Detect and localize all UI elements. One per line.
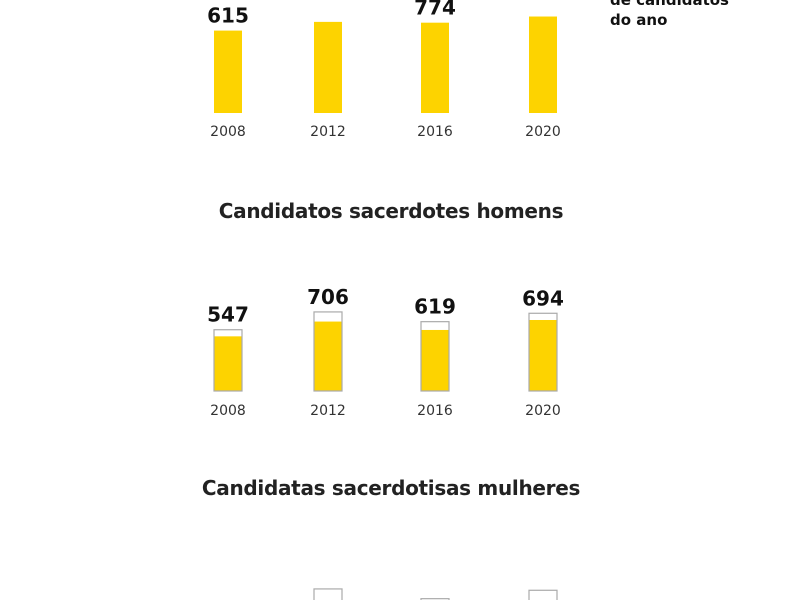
bar-outline-2012: [313, 311, 343, 392]
year-label-2016: 2016: [417, 124, 453, 140]
bar-outline-2020: [528, 589, 558, 600]
bar-outline-2020: [528, 312, 558, 392]
chart-title-women: Candidatas sacerdotisas mulheres: [201, 476, 581, 500]
year-label-2008: 2008: [210, 124, 246, 140]
year-label-2020: 2020: [525, 124, 561, 140]
value-label-2012: 706: [307, 285, 349, 309]
chart-title-men: Candidatos sacerdotes homens: [218, 199, 564, 223]
bar-2016: [421, 22, 449, 114]
value-label-2016: 619: [414, 295, 456, 319]
legend-line-2: do ano: [610, 11, 668, 29]
bar-2012: [314, 21, 342, 114]
year-label-2012: 2012: [310, 403, 346, 419]
bar-outline-2008: [213, 329, 243, 392]
value-label-2016: 774: [414, 0, 456, 20]
legend-line-1: de candidatos: [610, 0, 729, 9]
year-label-2016: 2016: [417, 403, 453, 419]
year-label-2008: 2008: [210, 403, 246, 419]
bar-fill-2020: [529, 319, 557, 391]
value-label-2008: 615: [207, 4, 249, 28]
bar-outline-2012: [313, 588, 343, 600]
year-label-2020: 2020: [525, 403, 561, 419]
bar-outline-2016: [420, 321, 450, 392]
year-label-2012: 2012: [310, 124, 346, 140]
legend-text: de candidatos do ano: [610, 0, 729, 30]
bar-fill-2008: [214, 336, 242, 391]
value-label-2008: 547: [207, 303, 249, 327]
bar-2008: [214, 30, 242, 114]
bar-fill-2012: [314, 321, 342, 391]
bar-2020: [529, 16, 557, 113]
value-label-2020: 694: [522, 286, 564, 310]
bar-outline-2016: [420, 598, 450, 600]
bar-fill-2016: [421, 329, 449, 391]
